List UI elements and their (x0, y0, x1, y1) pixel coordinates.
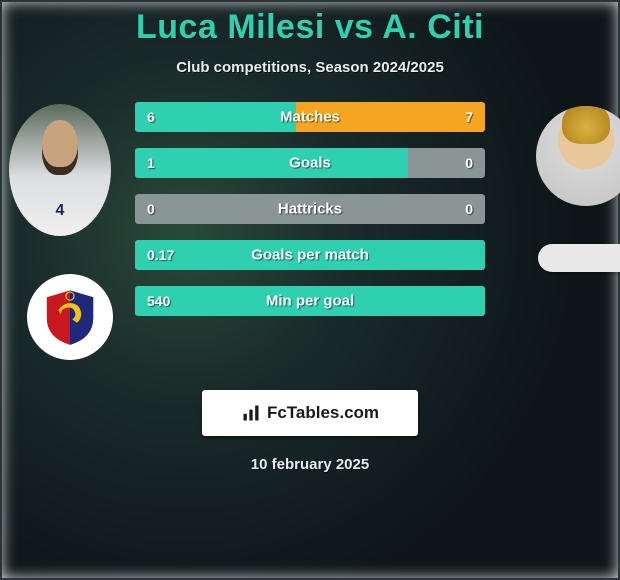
page-title: Luca Milesi vs A. Citi (0, 8, 620, 47)
subtitle: Club competitions, Season 2024/2025 (0, 59, 620, 76)
stat-value-left: 1 (147, 155, 155, 171)
stat-bars: 6 Matches 7 1 Goals 0 0 Hattricks 0 0.17 Goals per… (135, 102, 485, 332)
stat-label: Goals (289, 155, 331, 172)
footer-date: 10 february 2025 (0, 456, 620, 473)
stat-value-left: 6 (147, 109, 155, 125)
stat-row: 0.17 Goals per match (135, 240, 485, 270)
stat-value-right: 0 (465, 155, 473, 171)
stat-label: Hattricks (278, 201, 342, 218)
stat-row: 0 Hattricks 0 (135, 194, 485, 224)
bar-chart-icon (241, 403, 261, 423)
stat-label: Matches (280, 109, 340, 126)
stat-label: Goals per match (251, 247, 369, 264)
stat-bar-left (135, 102, 296, 132)
club-left-badge (27, 274, 113, 360)
club-right-badge (538, 244, 620, 272)
brand-text: FcTables.com (267, 403, 379, 423)
player-right-avatar (536, 106, 620, 206)
brand-badge[interactable]: FcTables.com (202, 390, 418, 436)
stat-row: 540 Min per goal (135, 286, 485, 316)
stat-label: Min per goal (266, 293, 354, 310)
stat-value-right: 0 (465, 201, 473, 217)
stat-value-left: 0.17 (147, 247, 174, 263)
stat-value-right: 7 (465, 109, 473, 125)
shield-icon (41, 288, 99, 346)
player-left-avatar (9, 104, 111, 236)
stat-value-left: 540 (147, 293, 170, 309)
stats-area: 6 Matches 7 1 Goals 0 0 Hattricks 0 0.17 Goals per… (0, 112, 620, 372)
stat-bar-left (135, 148, 408, 178)
stat-value-left: 0 (147, 201, 155, 217)
stat-row: 6 Matches 7 (135, 102, 485, 132)
stat-row: 1 Goals 0 (135, 148, 485, 178)
